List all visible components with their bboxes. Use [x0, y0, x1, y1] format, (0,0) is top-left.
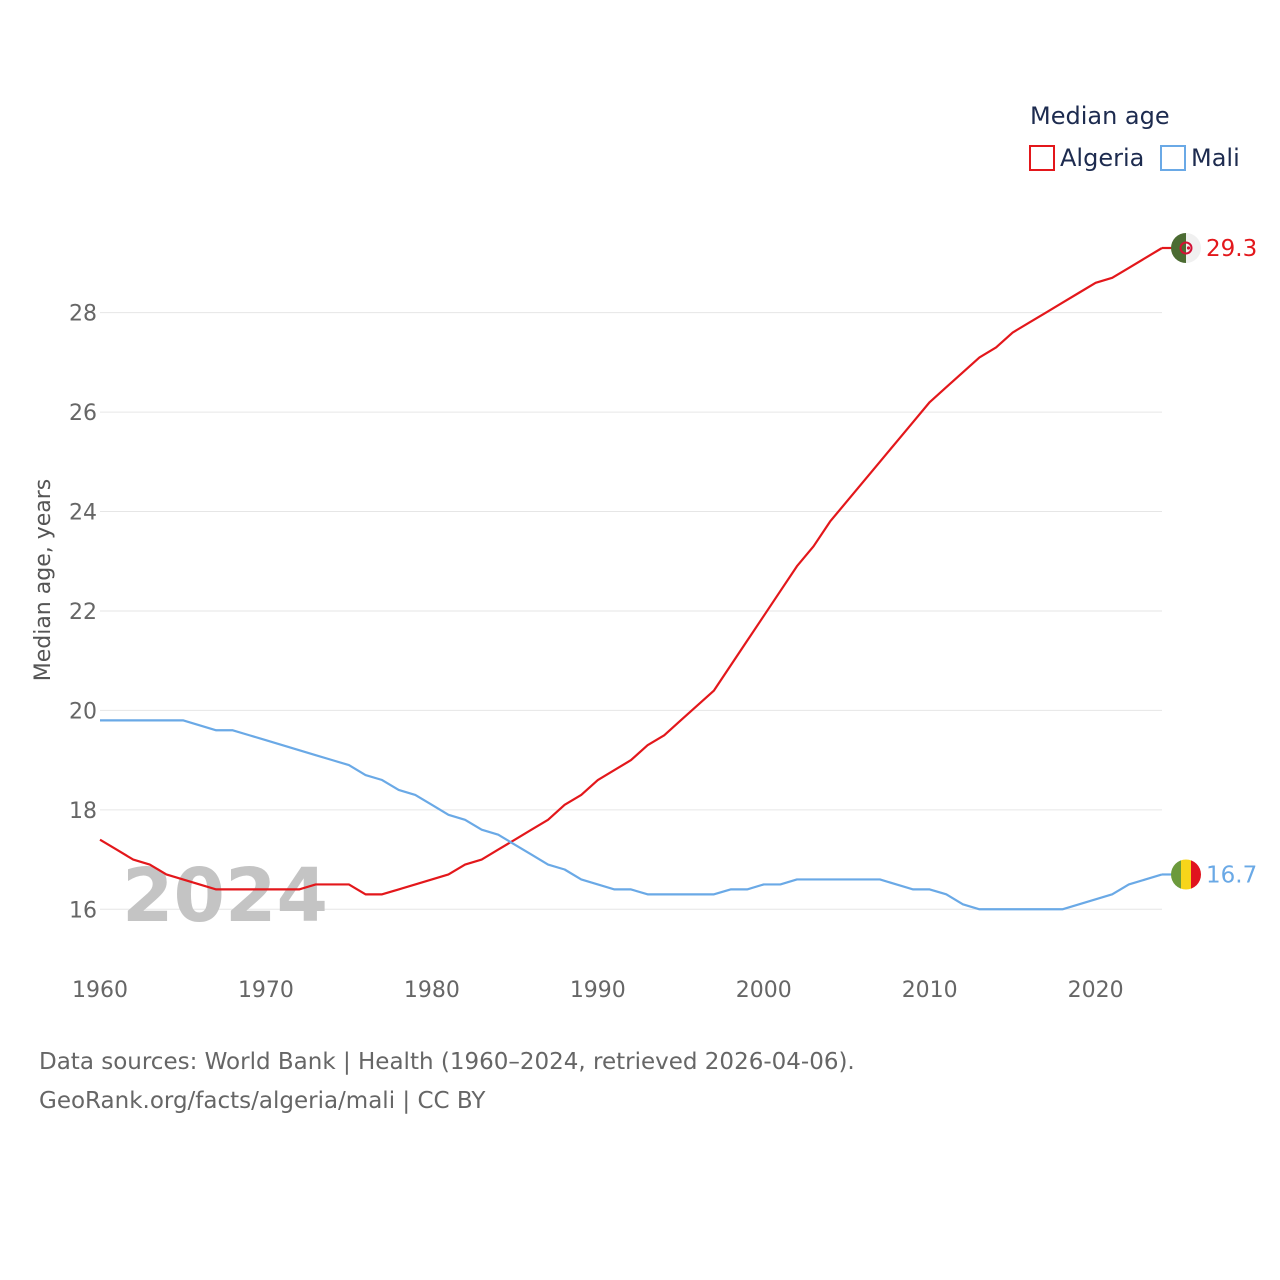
algeria-flag-icon [1171, 233, 1201, 263]
legend-label-mali: Mali [1191, 144, 1240, 172]
series-line-mali[interactable] [100, 719, 1163, 911]
y-tick-label-16: 16 [69, 898, 97, 923]
end-value-label-mali: 16.7 [1206, 862, 1257, 888]
legend-title: Median age [1030, 102, 1170, 130]
x-axis-ticks: 1960 1970 1980 1990 2000 2010 2020 [72, 978, 1124, 1003]
legend-swatch-algeria [1029, 145, 1055, 171]
y-axis-ticks: 16 18 20 22 24 26 28 [69, 302, 97, 924]
series-lines [99, 247, 1163, 911]
x-tick-label-2000: 2000 [736, 978, 792, 1003]
legend: Median age Algeria Mali [1029, 102, 1240, 172]
x-tick-label-1990: 1990 [570, 978, 626, 1003]
x-tick-label-1960: 1960 [72, 978, 128, 1003]
y-tick-label-26: 26 [69, 401, 97, 426]
y-tick-label-28: 28 [69, 302, 97, 327]
x-tick-label-1980: 1980 [404, 978, 460, 1003]
end-value-label-algeria: 29.3 [1206, 236, 1257, 262]
y-tick-label-22: 22 [69, 600, 97, 625]
series-end-markers: 29.3 16.7 [1162, 233, 1257, 890]
y-axis-title: Median age, years [31, 479, 56, 682]
grid-lines [100, 312, 1162, 910]
x-tick-label-2010: 2010 [902, 978, 958, 1003]
y-tick-label-18: 18 [69, 799, 97, 824]
legend-label-algeria: Algeria [1060, 144, 1144, 172]
series-line-algeria[interactable] [99, 247, 1163, 896]
x-tick-label-2020: 2020 [1068, 978, 1124, 1003]
data-source-text: Data sources: World Bank | Health (1960–… [39, 1049, 855, 1075]
legend-swatch-mali [1160, 145, 1186, 171]
x-tick-label-1970: 1970 [238, 978, 294, 1003]
mali-flag-icon [1171, 859, 1201, 890]
y-tick-label-20: 20 [69, 699, 97, 724]
y-tick-label-24: 24 [69, 501, 97, 526]
legend-item-mali[interactable]: Mali [1160, 144, 1240, 172]
legend-item-algeria[interactable]: Algeria [1029, 144, 1144, 172]
attribution-link[interactable]: GeoRank.org/facts/algeria/mali | CC BY [39, 1088, 486, 1114]
